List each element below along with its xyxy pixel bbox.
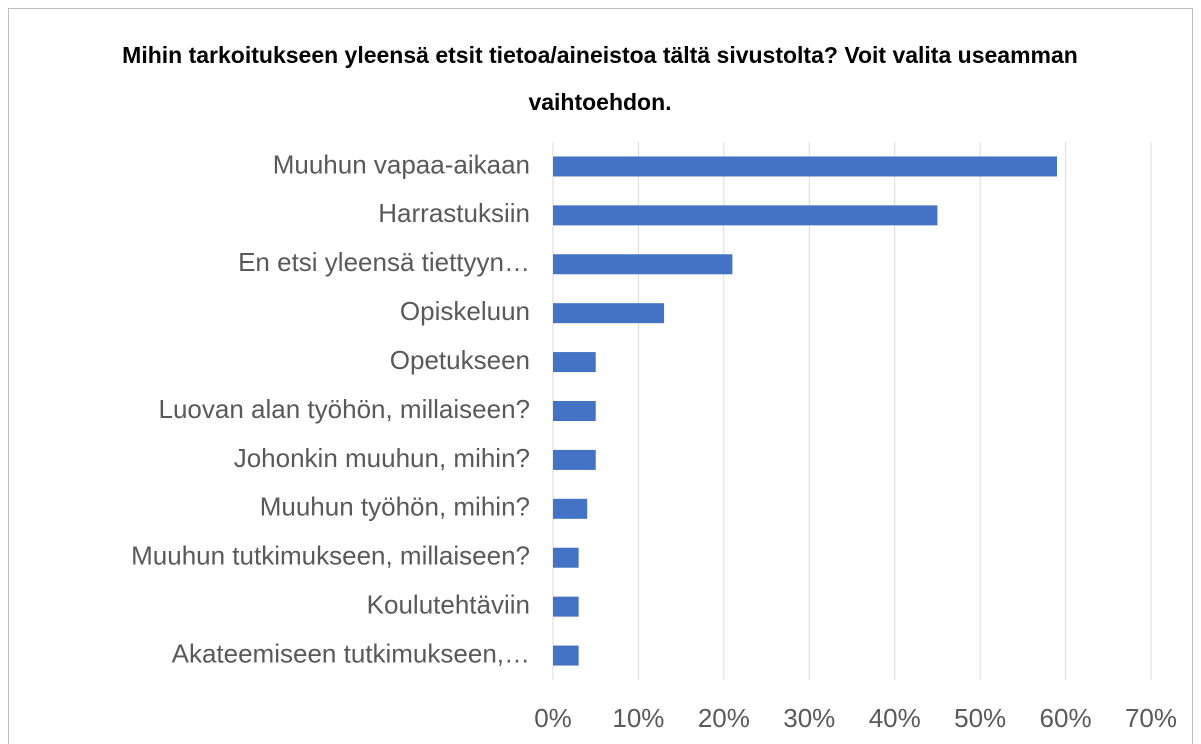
y-tick-label: Harrastuksiin [378, 198, 530, 228]
bar [553, 596, 579, 617]
y-tick-label: Muuhun tutkimukseen, millaiseen? [131, 541, 530, 571]
y-tick-label: Muuhun vapaa-aikaan [273, 149, 530, 179]
bar [553, 205, 938, 226]
y-tick-label: Opetukseen [390, 345, 530, 375]
bar [553, 547, 579, 568]
bar [553, 303, 665, 324]
y-tick-label: En etsi yleensä tiettyyn… [238, 247, 530, 277]
y-tick-label: Opiskeluun [400, 296, 530, 326]
bar [553, 156, 1058, 177]
chart-border [8, 8, 1193, 744]
bar [553, 401, 596, 421]
bar [553, 254, 733, 275]
x-tick-label: 50% [954, 703, 1006, 733]
y-tick-label: Muuhun työhön, mihin? [260, 492, 530, 522]
bar [553, 449, 596, 470]
chart-title: Mihin tarkoitukseen yleensä etsit tietoa… [122, 42, 1078, 115]
x-tick-label: 60% [1040, 703, 1092, 733]
bar [553, 498, 588, 519]
x-tick-label: 0% [534, 703, 572, 733]
y-tick-label: Koulutehtäviin [367, 590, 530, 620]
bar [553, 645, 579, 666]
bar [553, 352, 596, 373]
x-tick-label: 40% [869, 703, 921, 733]
y-tick-label: Luovan alan työhön, millaiseen? [159, 394, 530, 424]
x-tick-label: 20% [698, 703, 750, 733]
x-tick-label: 70% [1125, 703, 1177, 733]
x-tick-label: 30% [783, 703, 835, 733]
x-tick-label: 10% [612, 703, 664, 733]
y-tick-label: Akateemiseen tutkimukseen,… [172, 638, 530, 668]
y-tick-label: Johonkin muuhun, mihin? [234, 443, 530, 473]
